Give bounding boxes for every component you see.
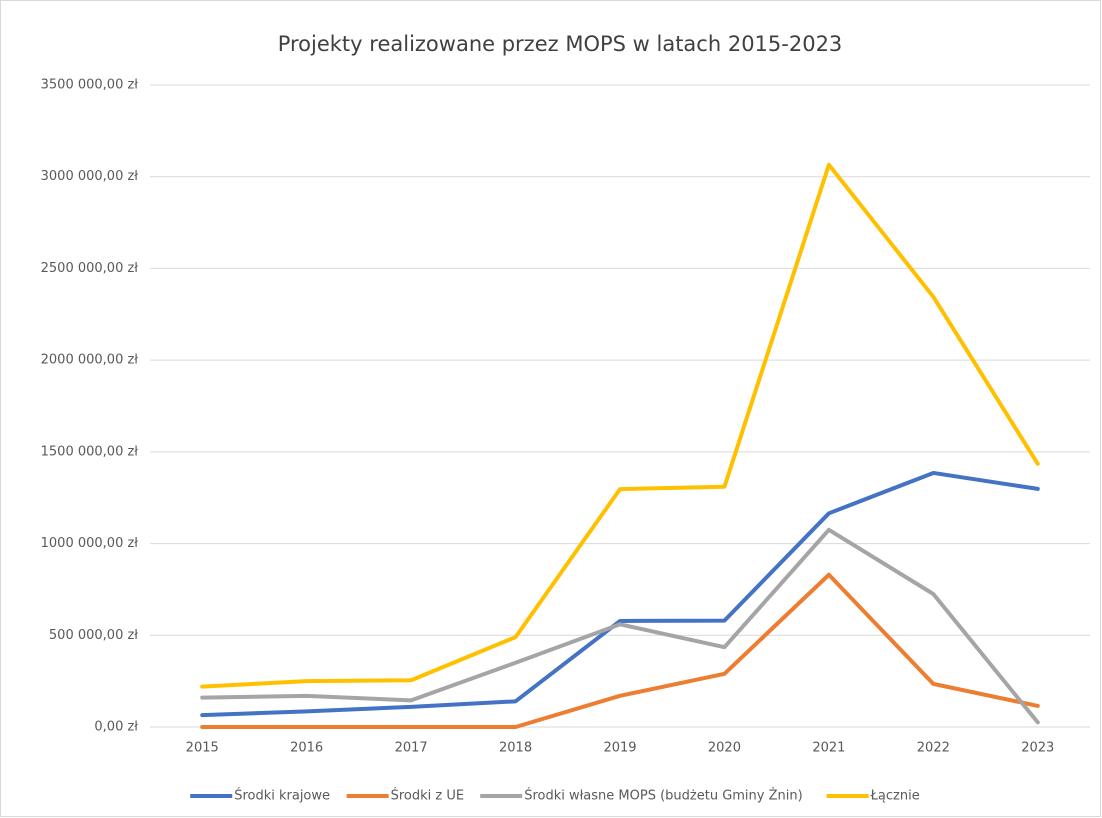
series-line bbox=[200, 470, 1040, 718]
series-line bbox=[200, 572, 1040, 729]
chart-title: Projekty realizowane przez MOPS w latach… bbox=[278, 32, 843, 56]
y-tick-label: 500 000,00 zł bbox=[49, 628, 138, 643]
series-line bbox=[200, 527, 1040, 725]
x-tick-label: 2019 bbox=[603, 741, 636, 756]
y-tick-label: 1000 000,00 zł bbox=[41, 536, 139, 551]
x-tick-label: 2022 bbox=[917, 741, 950, 756]
y-tick-label: 3000 000,00 zł bbox=[41, 169, 139, 184]
y-tick-label: 0,00 zł bbox=[94, 720, 138, 735]
legend-label: Łącznie bbox=[870, 789, 920, 804]
x-tick-label: 2016 bbox=[290, 741, 323, 756]
x-tick-label: 2021 bbox=[812, 741, 845, 756]
y-tick-label: 2000 000,00 zł bbox=[41, 353, 139, 368]
y-tick-label: 2500 000,00 zł bbox=[41, 261, 139, 276]
y-tick-label: 1500 000,00 zł bbox=[41, 444, 139, 459]
x-tick-label: 2020 bbox=[708, 741, 741, 756]
legend-label: Środki z UE bbox=[391, 788, 464, 804]
legend-label: Środki własne MOPS (budżetu Gminy Żnin) bbox=[524, 788, 802, 804]
x-tick-label: 2018 bbox=[499, 741, 532, 756]
x-tick-label: 2017 bbox=[395, 741, 428, 756]
legend-label: Środki krajowe bbox=[234, 788, 330, 804]
x-tick-label: 2015 bbox=[186, 741, 219, 756]
series-line bbox=[200, 162, 1040, 689]
x-tick-label: 2023 bbox=[1021, 741, 1054, 756]
y-tick-label: 3500 000,00 zł bbox=[41, 78, 139, 93]
